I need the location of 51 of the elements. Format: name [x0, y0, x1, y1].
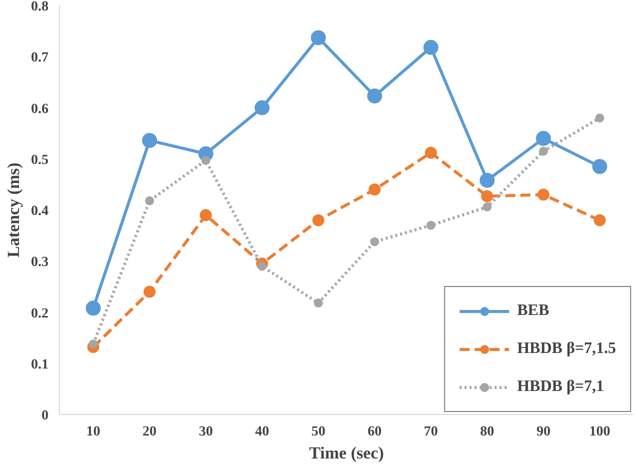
point	[426, 220, 436, 230]
x-tick-label: 40	[255, 424, 270, 440]
y-tick-label: 0.3	[31, 255, 48, 270]
point	[592, 159, 608, 174]
point	[144, 286, 156, 298]
x-tick-label: 80	[480, 424, 494, 440]
point	[310, 30, 326, 46]
point	[368, 184, 381, 196]
y-tick-label: 0.1	[31, 357, 48, 372]
x-tick-label: 90	[536, 424, 550, 440]
x-tick-label: 60	[368, 424, 382, 440]
x-tick-label: 100	[589, 424, 610, 440]
point	[200, 209, 212, 222]
point	[367, 88, 382, 104]
y-tick-label: 0	[42, 408, 48, 424]
x-tick-label: 10	[86, 424, 100, 440]
point	[88, 339, 98, 348]
legend-label: BEB	[517, 302, 550, 320]
point	[480, 172, 495, 188]
x-tick-label: 30	[198, 424, 213, 440]
point	[142, 132, 158, 148]
point	[537, 188, 550, 201]
point	[201, 156, 210, 165]
point	[482, 202, 492, 212]
point	[86, 300, 101, 316]
point	[536, 130, 551, 146]
point	[595, 113, 604, 122]
y-tick-label: 0.4	[31, 204, 48, 219]
point	[312, 214, 324, 226]
y-tick-label: 0.5	[31, 152, 48, 168]
point	[314, 298, 323, 308]
point	[423, 40, 438, 55]
y-axis-title: Latency (ms)	[4, 162, 23, 258]
point	[145, 196, 154, 206]
x-tick-label: 70	[424, 424, 438, 440]
x-tick-label: 50	[311, 424, 326, 440]
point	[424, 146, 437, 159]
y-tick-label: 0.6	[31, 102, 48, 117]
legend-label: HBDB β=7,1.5	[517, 340, 616, 358]
point	[594, 214, 606, 226]
point	[370, 237, 380, 246]
x-tick-label: 20	[142, 424, 157, 440]
point	[481, 190, 494, 202]
y-tick-label: 0.8	[31, 0, 48, 14]
point	[254, 100, 270, 116]
legend-label: HBDB β=7,1	[517, 378, 604, 396]
x-axis-title: Time (sec)	[309, 444, 384, 462]
point	[258, 262, 267, 271]
y-tick-label: 0.7	[31, 50, 48, 66]
point	[538, 146, 548, 156]
y-tick-label: 0.2	[31, 306, 48, 322]
